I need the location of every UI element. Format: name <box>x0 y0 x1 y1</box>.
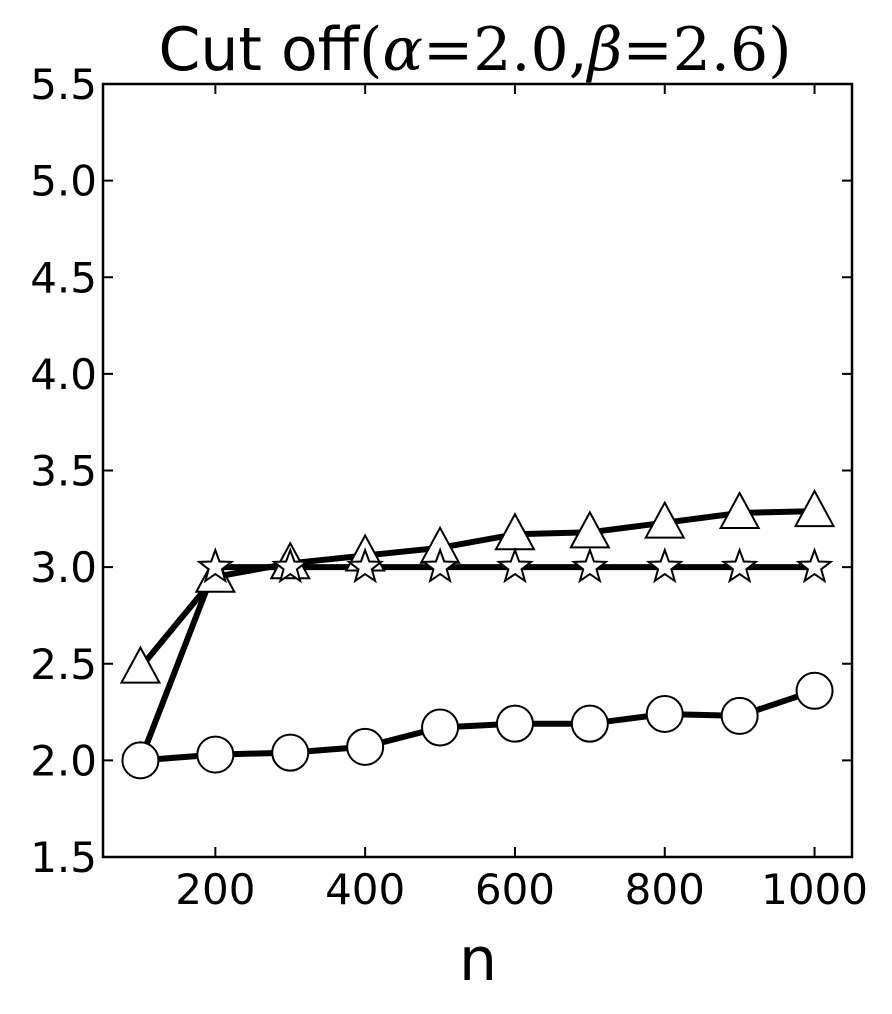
star-marker <box>196 547 235 584</box>
star-marker <box>271 547 310 584</box>
title-beta-value: 2.6 <box>673 15 768 85</box>
y-tick-label: 3.5 <box>30 447 97 496</box>
x-tick-label: 1000 <box>761 865 868 914</box>
y-tick-label: 4.5 <box>30 253 97 302</box>
title-prefix: Cut off <box>158 15 360 85</box>
title-beta-symbol: β <box>586 15 623 85</box>
triangle-marker <box>569 510 611 549</box>
circle-marker <box>271 733 310 772</box>
plot-layer: 1.5 2.0 2.5 3.0 3.5 4.0 4.5 5.0 5.5 200 400 600 800 1… <box>30 60 868 914</box>
y-tick-label: 2.5 <box>30 640 97 689</box>
x-tick-label: 800 <box>625 865 705 914</box>
triangle-marker <box>718 490 761 530</box>
circle-marker <box>570 704 609 743</box>
circle-marker <box>495 704 534 743</box>
title-alpha-symbol: α <box>382 15 423 85</box>
y-tick-label: 5.5 <box>30 60 97 109</box>
title-equals-1: = <box>423 15 473 85</box>
series-line-circle <box>140 687 816 764</box>
title-equals-2: = <box>622 15 672 85</box>
circle-marker <box>421 708 460 747</box>
y-tick-label: 4.0 <box>30 350 97 399</box>
star-marker <box>645 547 684 584</box>
star-marker <box>421 547 459 584</box>
x-tick-label: 600 <box>475 865 555 914</box>
star-marker <box>720 547 759 584</box>
star-marker <box>795 547 834 584</box>
series-line-star <box>137 564 815 762</box>
y-tick-label: 5.0 <box>30 157 97 206</box>
circle-marker <box>645 694 684 733</box>
circle-marker <box>346 727 385 766</box>
y-tick-label: 2.0 <box>30 736 97 785</box>
title-close-paren: ) <box>768 15 791 85</box>
triangle-marker <box>644 500 686 539</box>
circle-marker <box>795 671 834 710</box>
star-marker <box>346 547 385 584</box>
star-marker <box>570 547 609 584</box>
triangle-marker <box>119 645 162 684</box>
star-marker <box>496 547 534 584</box>
y-tick-label: 3.0 <box>30 543 97 592</box>
triangle-marker <box>793 488 836 528</box>
circle-marker <box>196 735 235 774</box>
title-comma: , <box>569 15 588 85</box>
title-open-paren: ( <box>359 15 382 85</box>
title-alpha-value: 2.0 <box>473 15 568 85</box>
circle-marker <box>121 741 160 780</box>
x-tick-label: 400 <box>325 865 405 914</box>
circle-marker <box>720 696 759 735</box>
y-tick-label: 1.5 <box>30 833 97 882</box>
x-axis-label: n <box>459 925 497 995</box>
series-line-triangle <box>138 508 815 670</box>
chart-title: Cut off(α=2.0,β=2.6) <box>158 15 791 85</box>
x-tick-label: 200 <box>175 865 255 914</box>
